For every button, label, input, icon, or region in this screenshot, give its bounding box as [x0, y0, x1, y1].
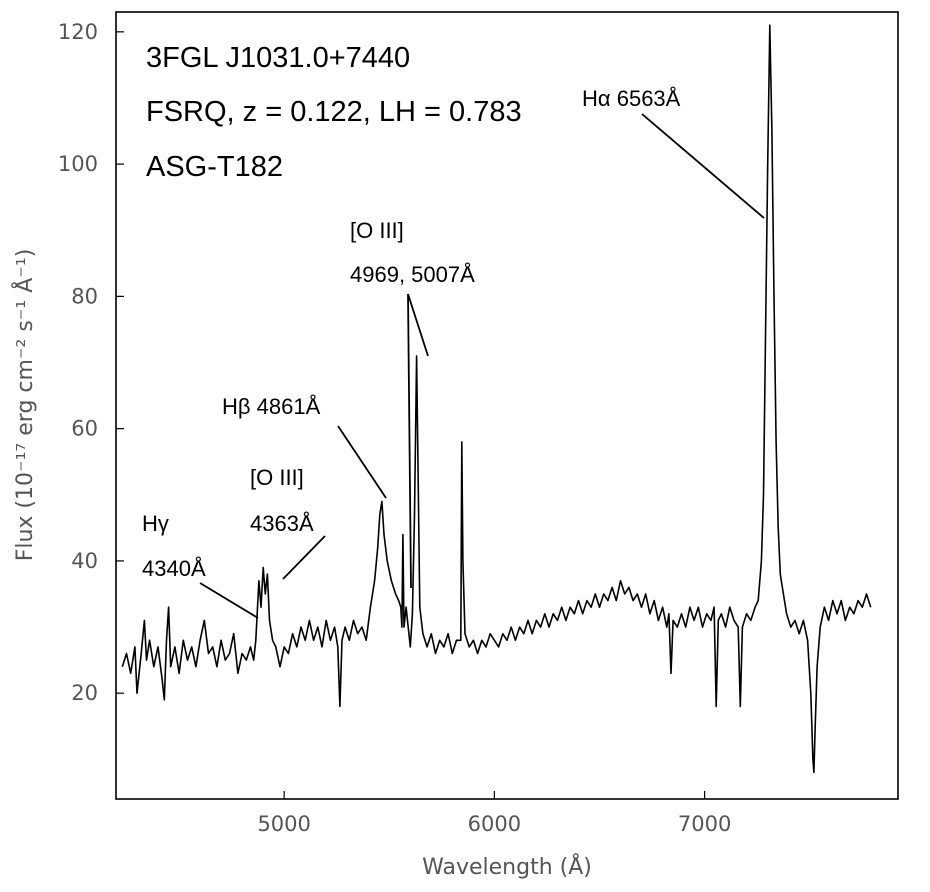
x-tick-label: 6000 — [468, 812, 521, 836]
title-line-2: FSRQ, z = 0.122, LH = 0.783 — [146, 96, 522, 128]
annotation-oiii-5007-label-2: 4969, 5007Å — [350, 262, 475, 287]
annotation-hgamma-label-2: 4340Å — [142, 556, 206, 581]
x-axis-label: Wavelength (Å) — [422, 853, 592, 880]
x-axis: 5000 6000 7000 — [257, 791, 731, 836]
annotation-oiii-5007-label-1: [O III] — [350, 218, 404, 243]
annotation-oiii-5007: [O III] 4969, 5007Å — [350, 218, 475, 589]
annotation-hgamma: Hγ 4340Å — [142, 511, 259, 619]
y-axis: 20 40 60 80 100 120 — [58, 20, 124, 705]
annotation-hbeta-pointer — [337, 425, 387, 499]
y-tick-label: 80 — [71, 284, 98, 308]
spectrum-line — [121, 24, 872, 774]
annotation-oiii-4969-pointer — [407, 293, 412, 589]
annotation-hbeta-label: Hβ 4861Å — [222, 394, 321, 419]
title-block: 3FGL J1031.0+7440 FSRQ, z = 0.122, LH = … — [146, 42, 522, 183]
annotation-halpha: Hα 6563Å — [582, 86, 765, 219]
title-line-1: 3FGL J1031.0+7440 — [146, 42, 410, 74]
annotation-oiii-4363: [O III] 4363Å — [250, 465, 326, 580]
y-tick-label: 40 — [71, 549, 98, 573]
x-tick-label: 7000 — [678, 812, 731, 836]
annotation-oiii-4363-label-1: [O III] — [250, 465, 304, 490]
annotation-oiii-4363-label-2: 4363Å — [250, 511, 314, 536]
annotation-oiii-4363-pointer — [282, 535, 326, 580]
y-tick-label: 20 — [71, 681, 98, 705]
annotation-hgamma-label-1: Hγ — [142, 511, 169, 536]
x-tick-label: 5000 — [257, 812, 310, 836]
annotation-hbeta: Hβ 4861Å — [222, 394, 387, 499]
plot-frame — [115, 11, 899, 800]
annotation-oiii-5007-pointer — [407, 293, 429, 357]
y-tick-label: 120 — [58, 20, 98, 44]
annotation-halpha-label: Hα 6563Å — [582, 86, 681, 111]
annotation-halpha-pointer — [641, 113, 765, 219]
title-line-3: ASG-T182 — [146, 151, 283, 183]
y-tick-label: 100 — [58, 152, 98, 176]
y-tick-label: 60 — [71, 417, 98, 441]
y-axis-label: Flux (10⁻¹⁷ erg cm⁻² s⁻¹ Å⁻¹) — [11, 249, 38, 562]
annotation-hgamma-pointer — [199, 582, 259, 619]
